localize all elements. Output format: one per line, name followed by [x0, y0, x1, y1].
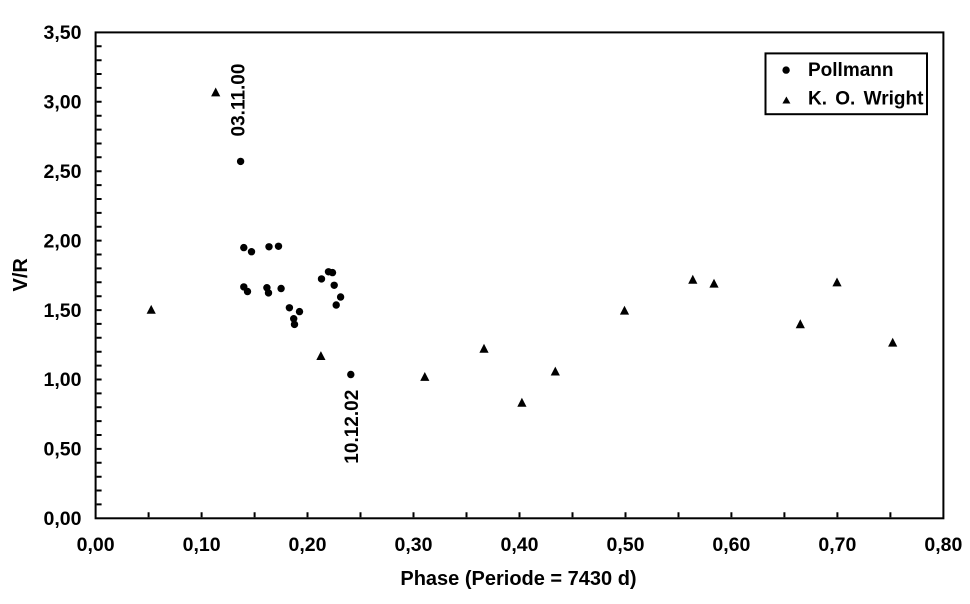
svg-text:1,50: 1,50: [44, 300, 82, 322]
svg-text:3,50: 3,50: [44, 22, 82, 44]
svg-text:0,10: 0,10: [183, 534, 221, 556]
svg-text:K. O. Wright: K. O. Wright: [808, 89, 924, 110]
svg-text:0,00: 0,00: [44, 508, 82, 530]
svg-text:0,30: 0,30: [395, 534, 433, 556]
svg-text:V/R: V/R: [10, 258, 32, 292]
svg-text:2,50: 2,50: [44, 161, 82, 183]
svg-text:Phase (Periode = 7430 d): Phase (Periode = 7430 d): [400, 568, 636, 590]
svg-text:2,00: 2,00: [44, 230, 82, 252]
svg-text:Pollmann: Pollmann: [808, 60, 894, 81]
svg-text:0,50: 0,50: [607, 534, 645, 556]
svg-text:0,00: 0,00: [77, 534, 115, 556]
svg-text:1,00: 1,00: [44, 369, 82, 391]
svg-text:0,80: 0,80: [924, 534, 962, 556]
svg-text:03.11.00: 03.11.00: [228, 64, 249, 137]
svg-text:3,00: 3,00: [44, 92, 82, 114]
svg-text:0,60: 0,60: [712, 534, 750, 556]
svg-text:0,40: 0,40: [501, 534, 539, 556]
svg-text:0,50: 0,50: [44, 439, 82, 461]
svg-text:0,70: 0,70: [818, 534, 856, 556]
svg-text:10.12.02: 10.12.02: [342, 390, 363, 464]
svg-text:0,20: 0,20: [289, 534, 327, 556]
